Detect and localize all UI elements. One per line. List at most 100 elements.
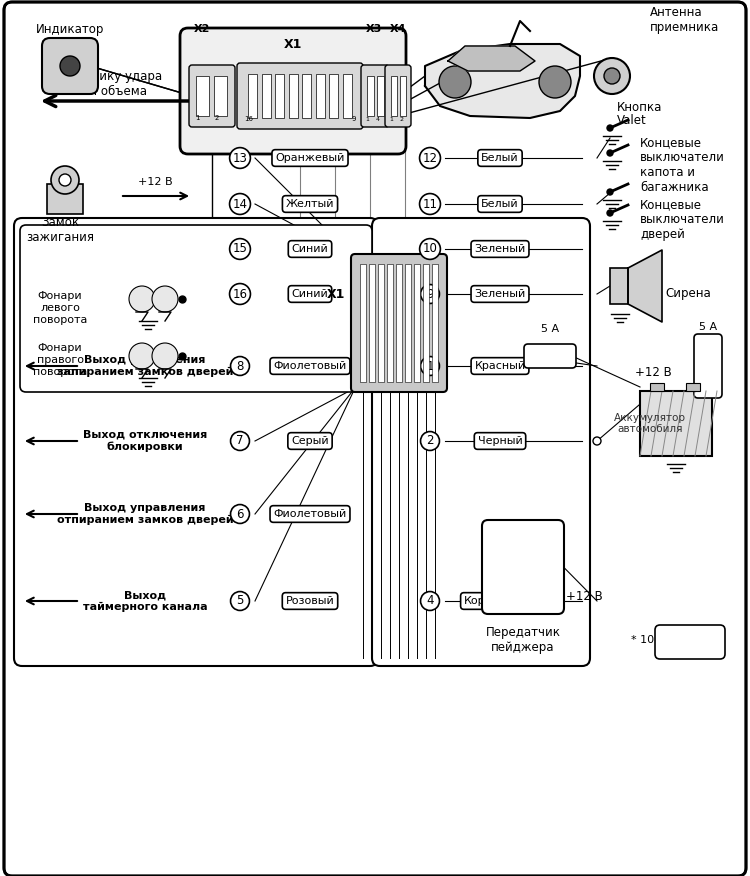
Circle shape <box>607 189 613 195</box>
Circle shape <box>604 68 620 84</box>
Text: Белый: Белый <box>482 153 519 163</box>
Bar <box>329 74 338 118</box>
Text: 1: 1 <box>365 117 369 122</box>
Text: Фонари
левого
поворота: Фонари левого поворота <box>33 292 87 325</box>
Text: +12 В: +12 В <box>635 366 672 379</box>
Bar <box>414 264 420 382</box>
FancyBboxPatch shape <box>189 65 235 127</box>
Text: 14: 14 <box>232 197 248 210</box>
Circle shape <box>607 125 613 131</box>
Text: X1: X1 <box>284 38 302 51</box>
Text: 5 А: 5 А <box>541 324 559 334</box>
Text: 9: 9 <box>426 287 433 300</box>
Text: 8: 8 <box>236 359 244 372</box>
Text: Синий: Синий <box>292 289 328 299</box>
Text: 6: 6 <box>236 507 244 520</box>
Text: Индикатор: Индикатор <box>36 23 104 36</box>
Text: Valet: Valet <box>617 114 646 127</box>
Bar <box>378 264 384 382</box>
FancyBboxPatch shape <box>42 38 98 94</box>
Circle shape <box>152 343 178 369</box>
Text: 11: 11 <box>422 197 437 210</box>
Text: или объема: или объема <box>74 85 146 98</box>
Text: 13: 13 <box>232 152 248 165</box>
Text: 4: 4 <box>426 595 433 607</box>
Circle shape <box>51 166 79 194</box>
Text: Серый: Серый <box>291 436 328 446</box>
FancyBboxPatch shape <box>372 218 590 666</box>
Text: 2: 2 <box>399 117 403 122</box>
Text: Фонари
правого
поворота: Фонари правого поворота <box>33 343 87 377</box>
Text: 5 А: 5 А <box>699 322 717 332</box>
Text: Выход управления
отпиранием замков дверей: Выход управления отпиранием замков двере… <box>57 503 233 525</box>
Bar <box>275 74 284 118</box>
Circle shape <box>59 174 71 186</box>
Text: Фиолетовый: Фиолетовый <box>273 361 346 371</box>
Bar <box>686 383 700 391</box>
Bar <box>248 74 257 118</box>
Circle shape <box>539 66 571 98</box>
Circle shape <box>152 286 178 312</box>
Bar <box>377 76 384 116</box>
Text: Белый: Белый <box>482 199 519 209</box>
Bar <box>289 74 298 118</box>
Bar <box>650 383 664 391</box>
Text: Красный: Красный <box>475 361 526 371</box>
FancyBboxPatch shape <box>20 225 372 392</box>
Circle shape <box>594 58 630 94</box>
FancyBboxPatch shape <box>524 344 576 368</box>
FancyBboxPatch shape <box>237 63 363 129</box>
FancyBboxPatch shape <box>14 218 378 666</box>
Text: Выход управления
запиранием замков дверей: Выход управления запиранием замков двере… <box>57 355 233 377</box>
FancyBboxPatch shape <box>694 334 722 398</box>
Text: 5: 5 <box>236 595 244 607</box>
Text: +12 В: +12 В <box>566 590 603 603</box>
Bar <box>343 74 352 118</box>
Bar <box>302 74 311 118</box>
Text: Выход отключения
блокировки: Выход отключения блокировки <box>82 430 207 452</box>
Bar <box>396 264 402 382</box>
Polygon shape <box>448 46 535 71</box>
Circle shape <box>439 66 471 98</box>
Text: 15: 15 <box>232 243 248 256</box>
Text: Передатчик
пейджера: Передатчик пейджера <box>485 626 560 654</box>
Text: Коричневый: Коричневый <box>464 596 536 606</box>
Bar <box>640 391 712 456</box>
Text: К датчику удара: К датчику удара <box>58 70 162 83</box>
Text: 1: 1 <box>426 359 433 372</box>
Text: 1: 1 <box>195 115 200 121</box>
Circle shape <box>129 286 155 312</box>
Text: Замок
зажигания: Замок зажигания <box>26 216 94 244</box>
Text: 7: 7 <box>236 434 244 448</box>
Text: 16: 16 <box>244 116 253 122</box>
Polygon shape <box>628 250 662 322</box>
Circle shape <box>607 150 613 156</box>
Text: 12: 12 <box>422 152 437 165</box>
Bar <box>432 264 438 382</box>
Text: 2: 2 <box>426 434 433 448</box>
Text: X2: X2 <box>194 24 210 34</box>
FancyBboxPatch shape <box>385 65 411 127</box>
Bar <box>360 264 366 382</box>
FancyBboxPatch shape <box>655 625 725 659</box>
Bar <box>214 76 227 116</box>
Text: Черный: Черный <box>478 436 522 446</box>
Text: Зеленый: Зеленый <box>474 289 526 299</box>
Text: 4: 4 <box>376 117 380 122</box>
Text: Синий: Синий <box>292 244 328 254</box>
Text: X4: X4 <box>390 24 406 34</box>
Text: +12 В: +12 В <box>138 177 172 187</box>
Text: 1: 1 <box>389 117 393 122</box>
Circle shape <box>607 210 613 216</box>
Polygon shape <box>425 44 580 118</box>
Text: Концевые
выключатели
дверей: Концевые выключатели дверей <box>640 198 724 241</box>
Bar <box>405 264 411 382</box>
Text: Фиолетовый: Фиолетовый <box>273 509 346 519</box>
FancyBboxPatch shape <box>351 254 447 392</box>
Circle shape <box>129 343 155 369</box>
Text: X3: X3 <box>366 24 382 34</box>
Bar <box>369 264 375 382</box>
Text: Выход
таймерного канала: Выход таймерного канала <box>82 590 207 611</box>
Text: Аккумулятор
автомобиля: Аккумулятор автомобиля <box>614 413 686 434</box>
Text: 9: 9 <box>352 116 356 122</box>
